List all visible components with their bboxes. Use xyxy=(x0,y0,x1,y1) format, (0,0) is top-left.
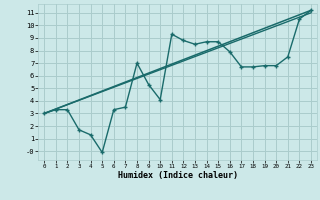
X-axis label: Humidex (Indice chaleur): Humidex (Indice chaleur) xyxy=(118,171,238,180)
